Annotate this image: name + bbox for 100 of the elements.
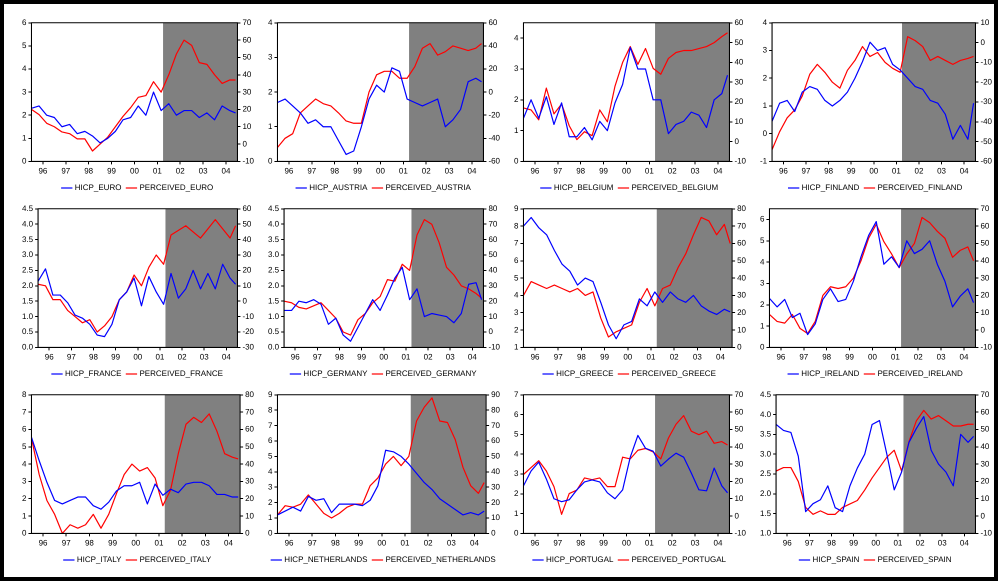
y-tick-label: 3.5 [760,430,772,439]
y-tick-label: 3 [514,469,519,478]
x-tick-label: 02 [668,166,678,176]
y2-tick-label: 30 [491,482,501,492]
x-tick-label: 04 [960,538,970,548]
y2-tick-label: 60 [245,424,255,434]
y2-tick-label: 60 [491,436,501,446]
y2-tick-label: 10 [734,117,744,126]
x-tick-label: 98 [84,166,94,176]
y-tick-label: 0 [268,528,273,538]
y-tick-label: 9 [268,390,273,400]
y-tick-label: 4 [268,18,273,28]
y2-tick-label: 10 [734,494,744,503]
y-tick-label: 0 [22,156,27,166]
x-tick-label: 99 [849,538,859,548]
y2-tick-label: -10 [980,528,993,538]
y-tick-label: 4 [514,449,519,458]
x-tick-label: 01 [152,166,162,176]
x-tick-label: 03 [200,352,210,362]
x-tick-label: 97 [61,166,71,176]
legend-label: PERCEIVED_GERMANY [385,369,478,378]
y2-tick-label: 80 [491,405,501,414]
y2-tick-label: 80 [245,390,255,400]
y2-tick-label: -20 [242,327,255,336]
x-tick-label: 99 [111,352,121,362]
x-tick-label: 96 [44,352,54,362]
x-tick-label: 97 [66,352,76,362]
x-tick-label: 99 [354,538,364,548]
x-tick-label: 04 [470,538,480,548]
y-tick-label: 2.0 [760,489,772,498]
y2-tick-label: 70 [980,390,990,400]
y-tick-label: 8 [22,390,27,400]
y2-tick-label: 0 [734,511,740,520]
y2-tick-label: 30 [734,459,744,468]
x-tick-label: 02 [668,538,678,548]
y2-tick-label: 10 [242,122,252,131]
y-tick-label: 2.0 [22,281,34,290]
y-tick-label: 5 [22,442,27,451]
y-tick-label: 2 [762,73,768,82]
x-tick-label: 04 [222,166,231,176]
x-tick-label: 04 [468,352,478,362]
y2-tick-label: -60 [980,156,993,166]
y2-tick-label: -40 [488,134,501,143]
x-tick-label: 97 [804,538,814,548]
x-tick-label: 01 [890,352,900,362]
y-tick-label: 3 [22,87,27,96]
x-tick-label: 03 [198,166,208,176]
y-tick-label: 4.5 [760,390,772,400]
x-tick-label: 03 [938,538,948,548]
y2-tick-label: 40 [980,442,990,451]
y2-tick-label: 20 [245,494,255,503]
x-tick-label: 01 [400,538,410,548]
legend-label: HICP_SPAIN [812,555,860,564]
x-tick-label: 96 [782,538,792,548]
x-tick-label: 04 [714,538,723,548]
y2-tick-label: 40 [242,234,252,244]
legend-label: PERCEIVED_FINLAND [877,183,963,192]
y2-tick-label: 40 [737,273,747,282]
legend-label: PERCEIVED_BELGIUM [631,183,718,192]
y-tick-label: 6 [514,410,519,419]
y-tick-label: 0 [760,342,765,352]
y-tick-label: 2 [760,300,765,309]
x-tick-label: 04 [222,352,232,362]
y2-tick-label: 60 [980,221,990,230]
y2-tick-label: 40 [980,256,990,265]
y2-tick-label: -10 [980,342,993,352]
y-tick-label: 4.5 [22,204,34,214]
x-tick-label: 97 [307,166,317,176]
y-tick-label: 2 [22,494,27,503]
x-tick-label: 96 [530,538,540,548]
y2-tick-label: 50 [980,238,990,248]
x-tick-label: 99 [600,352,610,362]
y2-tick-label: -10 [734,156,747,166]
x-tick-label: 96 [530,166,540,176]
y-tick-label: 8 [268,405,273,414]
y-tick-label: 1 [268,122,273,131]
x-tick-label: 98 [827,538,836,548]
y-tick-label: 4.0 [268,219,280,228]
x-tick-label: 04 [714,166,723,176]
y-tick-label: 0.5 [22,327,34,336]
x-tick-label: 01 [401,352,411,362]
y-tick-label: 2.5 [22,266,34,275]
x-tick-label: 98 [89,352,98,362]
x-tick-label: 03 [937,166,947,176]
y2-tick-label: 50 [242,219,252,228]
y-tick-label: 9 [514,204,519,214]
legend-label: HICP_NETHERLANDS [284,555,368,564]
y-tick-label: 8 [514,221,519,230]
legend-label: HICP_FRANCE [64,369,122,378]
y-tick-label: 2 [514,95,519,104]
y2-tick-label: -20 [488,110,501,120]
x-tick-label: 04 [716,352,726,362]
legend-label: HICP_EURO [74,183,122,192]
x-tick-label: 02 [424,538,434,548]
legend-label: HICP_FINLAND [802,183,860,192]
y2-tick-label: 20 [980,290,990,300]
x-tick-label: 96 [284,538,294,548]
y2-tick-label: 20 [488,296,498,306]
y2-tick-label: -10 [488,342,501,352]
y-tick-label: 3.5 [22,234,34,244]
